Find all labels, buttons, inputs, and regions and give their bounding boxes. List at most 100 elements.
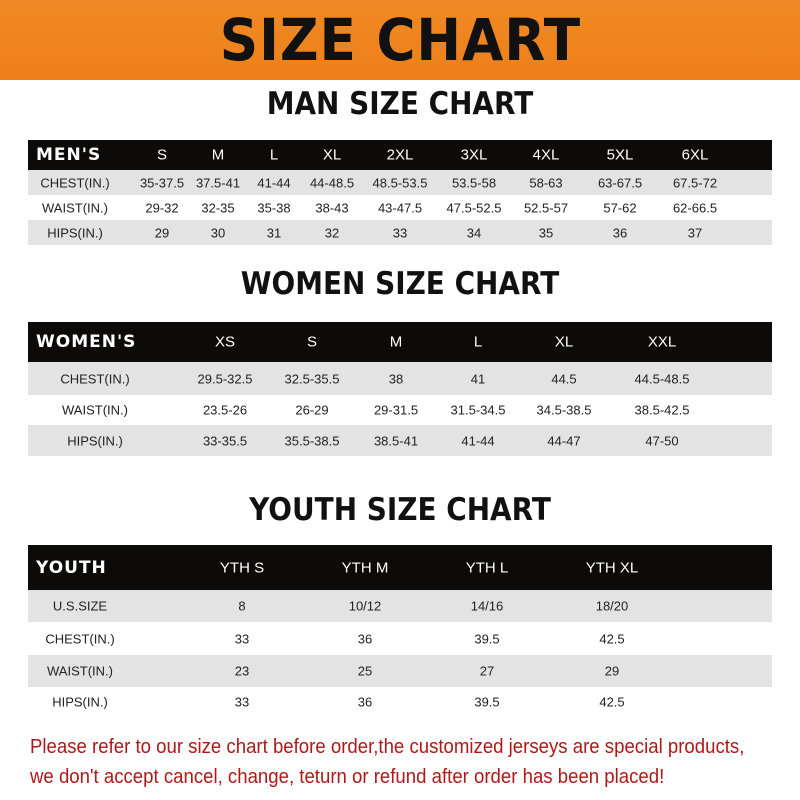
table-cell: 38-43 (315, 200, 349, 215)
table-cell: 44-48.5 (309, 175, 355, 190)
men-size-table: MEN'S S M L XL 2XL 3XL 4XL 5XL 6XL CHEST(IN.) 35-37… (28, 140, 772, 245)
table-cell: 32 (324, 225, 340, 240)
row-label: CHEST(IN.) (45, 631, 115, 646)
table-cell: 37.5-41 (195, 175, 241, 190)
table-cell: 29 (154, 225, 170, 240)
table-cell: 48.5-53.5 (372, 175, 428, 190)
row-label: WAIST(IN.) (62, 402, 128, 418)
table-cell: 29 (604, 663, 620, 679)
table-cell: 32.5-35.5 (284, 371, 340, 386)
size-header-cell: 3XL (460, 146, 488, 164)
table-cell: 33-35.5 (202, 433, 248, 448)
table-cell: 31 (266, 225, 282, 240)
table-cell: 26-29 (295, 402, 329, 418)
table-cell: 44.5-48.5 (634, 371, 690, 386)
table-cell: 53.5-58 (451, 175, 497, 190)
size-header-cell: XL (322, 146, 342, 164)
table-cell: 34 (466, 225, 482, 240)
size-header-cell: 2XL (386, 146, 414, 164)
notice-line-2: we don't accept cancel, change, teturn o… (30, 766, 665, 788)
table-cell: 35-38 (257, 200, 291, 215)
youth-size-table: YOUTH YTH S YTH M YTH L YTH XL U.S.SIZE 8 10/12… (28, 545, 772, 717)
table-cell: 35.5-38.5 (284, 433, 340, 448)
table-row: WAIST(IN.) 29-32 32-35 35-38 38-43 43-47.5 47.… (28, 195, 772, 220)
row-label: CHEST(IN.) (40, 175, 110, 190)
banner: SIZE CHART (0, 0, 800, 80)
table-cell: 36 (357, 694, 373, 710)
table-corner-label: MEN'S (36, 145, 102, 165)
table-cell: 44-47 (547, 433, 581, 448)
table-row: U.S.SIZE 8 10/12 14/16 18/20 (28, 590, 772, 622)
banner-title: SIZE CHART (219, 6, 581, 74)
table-cell: 42.5 (599, 694, 625, 710)
men-chart-title: MAN SIZE CHART (266, 86, 534, 122)
table-cell: 29-32 (145, 200, 179, 215)
table-cell: 39.5 (474, 631, 500, 646)
table-cell: 41-44 (257, 175, 291, 190)
table-cell: 29-31.5 (373, 402, 419, 418)
table-cell: 18/20 (595, 598, 629, 614)
size-header-cell: L (473, 333, 483, 351)
table-cell: 33 (392, 225, 408, 240)
table-cell: 37 (687, 225, 703, 240)
table-row: CHEST(IN.) 35-37.5 37.5-41 41-44 44-48.5 48.5… (28, 170, 772, 195)
size-header-cell: YTH XL (585, 559, 639, 576)
table-header-row: WOMEN'S XS S M L XL XXL (28, 322, 772, 362)
table-cell: 43-47.5 (377, 200, 423, 215)
size-header-cell: M (211, 146, 225, 164)
row-label: U.S.SIZE (52, 598, 108, 614)
row-label: CHEST(IN.) (60, 371, 130, 386)
youth-chart-title: YOUTH SIZE CHART (249, 492, 551, 528)
size-header-cell: YTH M (341, 559, 389, 576)
size-header-cell: 6XL (681, 146, 709, 164)
table-cell: 8 (238, 598, 246, 614)
table-cell: 33 (234, 631, 250, 646)
size-header-cell: XS (214, 333, 236, 351)
row-label: HIPS(IN.) (67, 433, 123, 448)
table-cell: 63-67.5 (597, 175, 643, 190)
table-cell: 29.5-32.5 (197, 371, 253, 386)
table-cell: 23 (234, 663, 250, 679)
table-cell: 39.5 (474, 694, 500, 710)
table-cell: 14/16 (470, 598, 504, 614)
size-header-cell: XL (554, 333, 574, 351)
row-label: HIPS(IN.) (47, 225, 103, 240)
table-cell: 32-35 (201, 200, 235, 215)
size-header-cell: L (269, 146, 279, 164)
table-cell: 62-66.5 (672, 200, 718, 215)
table-cell: 44.5 (551, 371, 577, 386)
table-cell: 25 (357, 663, 373, 679)
table-cell: 10/12 (348, 598, 382, 614)
table-cell: 33 (234, 694, 250, 710)
table-cell: 38.5-41 (373, 433, 419, 448)
table-row: WAIST(IN.) 23.5-26 26-29 29-31.5 31.5-34.5 34… (28, 395, 772, 425)
table-row: CHEST(IN.) 29.5-32.5 32.5-35.5 38 41 44.5 44.5… (28, 362, 772, 395)
table-cell: 31.5-34.5 (450, 402, 506, 418)
table-cell: 42.5 (599, 631, 625, 646)
table-corner-label: YOUTH (36, 557, 107, 578)
table-row: CHEST(IN.) 33 36 39.5 42.5 (28, 622, 772, 655)
table-cell: 52.5-57 (523, 200, 569, 215)
size-header-cell: YTH S (219, 559, 265, 576)
table-cell: 30 (210, 225, 226, 240)
table-row: HIPS(IN.) 29 30 31 32 33 34 35 36 37 (28, 220, 772, 245)
size-header-cell: XXL (647, 333, 677, 351)
size-header-cell: M (389, 333, 403, 351)
size-header-cell: S (306, 333, 318, 351)
table-header-row: MEN'S S M L XL 2XL 3XL 4XL 5XL 6XL (28, 140, 772, 170)
table-row: HIPS(IN.) 33 36 39.5 42.5 (28, 687, 772, 717)
table-cell: 47-50 (645, 433, 679, 448)
table-row: WAIST(IN.) 23 25 27 29 (28, 655, 772, 687)
row-label: HIPS(IN.) (52, 694, 108, 710)
table-cell: 38.5-42.5 (634, 402, 690, 418)
table-cell: 67.5-72 (672, 175, 718, 190)
table-cell: 47.5-52.5 (446, 200, 502, 215)
table-cell: 27 (479, 663, 495, 679)
size-header-cell: YTH L (465, 559, 509, 576)
size-header-cell: 5XL (606, 146, 634, 164)
table-cell: 35 (538, 225, 554, 240)
table-corner-label: WOMEN'S (36, 332, 137, 352)
table-cell: 35-37.5 (139, 175, 185, 190)
table-header-row: YOUTH YTH S YTH M YTH L YTH XL (28, 545, 772, 590)
women-chart-title: WOMEN SIZE CHART (240, 266, 560, 302)
